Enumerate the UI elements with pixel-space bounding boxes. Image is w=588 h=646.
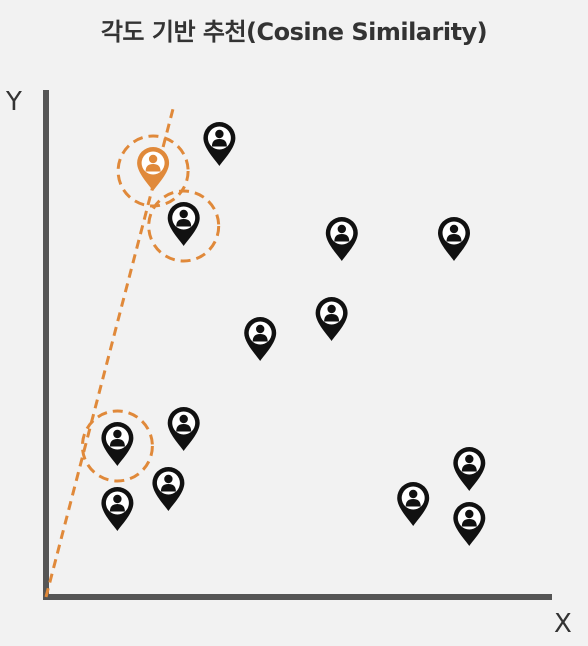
user-location-pin-icon (453, 447, 486, 491)
y-axis-label: Y (5, 87, 22, 117)
user-location-pin-icon (244, 317, 277, 361)
user-point (147, 189, 221, 263)
user-location-pin-icon (315, 297, 348, 341)
similarity-highlight-ring (116, 134, 190, 208)
user-location-pin-icon (453, 502, 486, 546)
user-location-pin-icon (167, 407, 200, 451)
user-location-pin-icon (167, 202, 200, 246)
user-point (325, 217, 358, 261)
user-point (397, 482, 430, 526)
user-point (101, 487, 134, 531)
user-point (203, 122, 236, 166)
user-location-pin-icon (203, 122, 236, 166)
user-location-pin-icon (137, 147, 170, 191)
user-location-pin-icon (325, 217, 358, 261)
user-location-pin-icon (152, 467, 185, 511)
user-point (167, 407, 200, 451)
similarity-highlight-ring (80, 409, 154, 483)
user-location-pin-icon (397, 482, 430, 526)
x-axis-label: X (554, 609, 572, 639)
user-point (80, 409, 154, 483)
page-title: 각도 기반 추천(Cosine Similarity) (100, 18, 488, 46)
similarity-highlight-ring (147, 189, 221, 263)
user-point (438, 217, 470, 261)
user-point (244, 317, 277, 361)
user-point (315, 297, 348, 341)
user-point (116, 134, 190, 208)
user-point (152, 467, 185, 511)
user-point (453, 447, 486, 491)
user-location-pin-icon (438, 217, 470, 261)
user-point (453, 502, 486, 546)
user-location-pin-icon (101, 487, 134, 531)
user-location-pin-icon (101, 422, 134, 466)
